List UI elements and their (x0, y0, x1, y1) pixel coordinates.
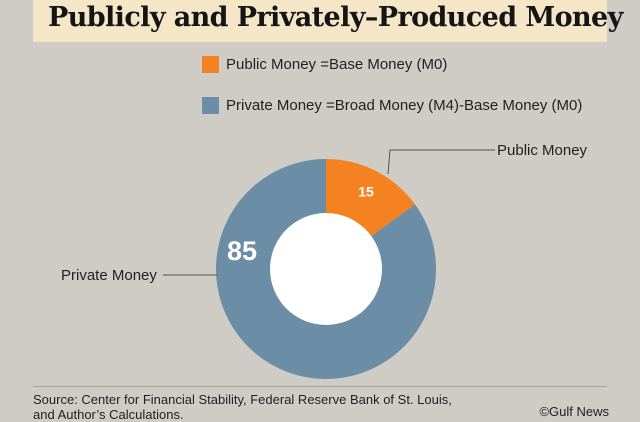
legend-swatch-public (202, 56, 219, 73)
footer-divider (33, 386, 607, 387)
value-label-public: 15 (358, 184, 374, 200)
legend-item-public: Public Money =Base Money (M0) (202, 56, 447, 73)
legend-swatch-private (202, 97, 219, 114)
source-note: Source: Center for Financial Stability, … (33, 392, 452, 422)
callout-label-public: Public Money (497, 142, 588, 159)
callout-line-public (387, 149, 495, 175)
value-label-private: 85 (227, 236, 257, 266)
legend-label-private: Private Money =Broad Money (M4)-Base Mon… (226, 97, 583, 114)
title-band (33, 0, 607, 42)
callout-label-private: Private Money (61, 267, 157, 284)
donut-hole (270, 213, 382, 325)
legend-item-private: Private Money =Broad Money (M4)-Base Mon… (202, 97, 582, 114)
credit: ©Gulf News (539, 404, 609, 419)
chart-title: Publicly and Privately–Produced Money (48, 2, 623, 33)
legend-label-public: Public Money =Base Money (M0) (226, 56, 448, 73)
